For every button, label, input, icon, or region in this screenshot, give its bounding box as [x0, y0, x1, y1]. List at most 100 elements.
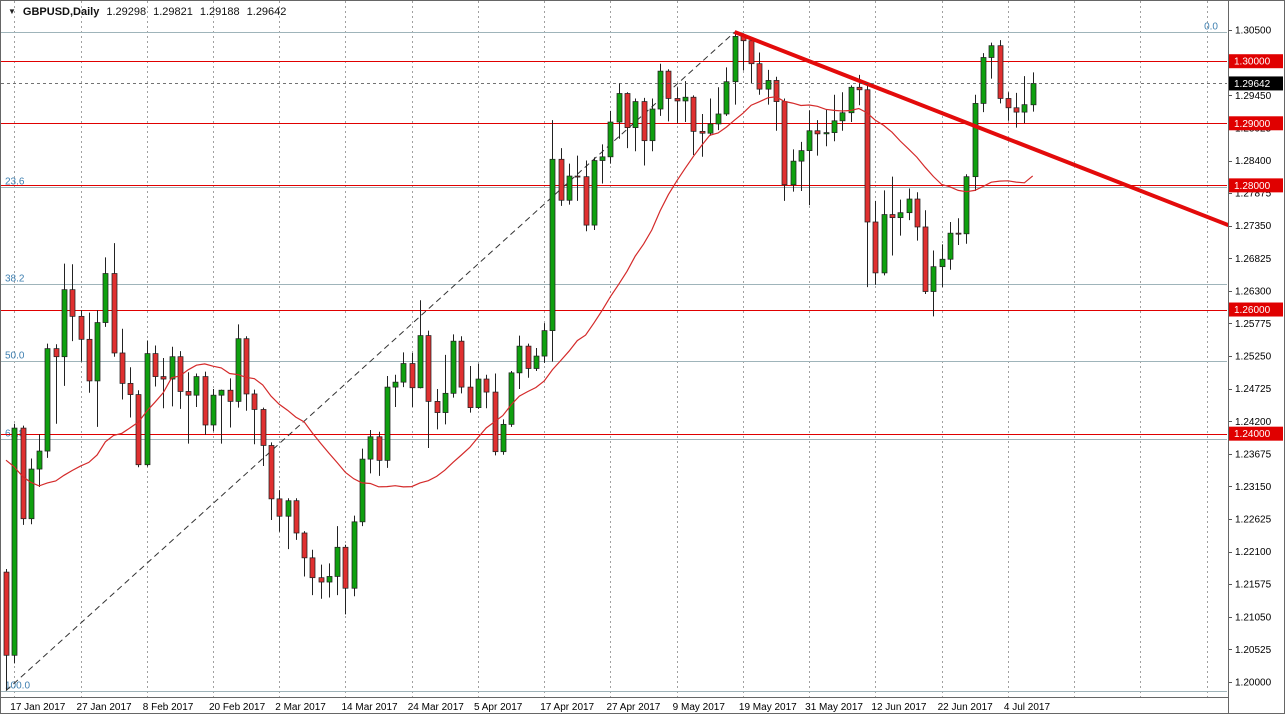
candle-bear	[674, 98, 681, 102]
price-tick-label: 1.30500	[1235, 26, 1272, 37]
price-tick-label: 1.27350	[1235, 221, 1272, 232]
candle-bull	[682, 96, 689, 102]
symbol-timeframe-label: GBPUSD,Daily	[22, 6, 100, 18]
candle-bull	[450, 340, 457, 394]
candle-bear	[773, 80, 780, 102]
candle-bear	[583, 176, 590, 226]
price-tick-label: 1.24725	[1235, 384, 1272, 395]
time-axis-panel[interactable]	[1, 698, 1228, 713]
candle-bull	[798, 150, 805, 162]
candle-bear	[467, 386, 474, 408]
candle-bull	[359, 458, 366, 523]
candle-bull	[94, 322, 101, 382]
candle-bull	[36, 450, 43, 470]
candle-bear	[458, 340, 465, 388]
candle-bull	[732, 36, 739, 83]
candle-bull	[11, 427, 18, 656]
candle-bear	[781, 101, 788, 186]
candle-bear	[260, 409, 267, 446]
candle-bear	[492, 391, 499, 453]
date-label: 24 Mar 2017	[408, 702, 465, 713]
current-price-badge-label: 1.29642	[1234, 79, 1271, 90]
candle-bull	[28, 468, 35, 520]
date-label: 31 May 2017	[805, 702, 863, 713]
candle-bear	[864, 89, 871, 223]
date-label: 22 Jun 2017	[938, 702, 993, 713]
fib-label-0.0: 0.0	[1204, 22, 1218, 33]
candle-bear	[997, 45, 1004, 99]
candle-bull	[102, 273, 109, 323]
price-tick-label: 1.29450	[1235, 91, 1272, 102]
candle-bull	[367, 436, 374, 460]
candle-bear	[301, 532, 308, 559]
candle-bear	[86, 338, 93, 382]
candle-bull	[831, 120, 838, 133]
candle-bull	[988, 45, 995, 58]
candle-bull	[607, 121, 614, 158]
ohlc-open-value: 1.29298	[106, 6, 147, 18]
candles-layer	[3, 32, 1037, 691]
uptrend-dashed-line[interactable]	[5, 31, 735, 692]
candle-bull	[334, 546, 341, 577]
candle-bull	[1021, 104, 1028, 113]
candle-bear	[1013, 107, 1020, 113]
candle-bull	[616, 93, 623, 123]
candle-bull	[897, 212, 904, 219]
downtrend-trendline[interactable]	[733, 30, 1232, 228]
date-label: 14 Mar 2017	[341, 702, 398, 713]
candle-bull	[707, 123, 714, 134]
candle-bear	[699, 130, 706, 134]
candle-bear	[268, 445, 275, 500]
candle-bear	[574, 175, 581, 178]
candle-bear	[111, 273, 118, 354]
price-tick-label: 1.20000	[1235, 677, 1272, 688]
date-label: 20 Feb 2017	[209, 702, 266, 713]
candle-bear	[914, 198, 921, 228]
candle-bull	[848, 86, 855, 114]
date-label: 17 Jan 2017	[10, 702, 65, 713]
candle-bull	[657, 70, 664, 110]
candle-bull	[549, 158, 556, 332]
candle-bear	[376, 436, 383, 461]
candle-bear	[525, 345, 532, 369]
price-tick-label: 1.24200	[1235, 417, 1272, 428]
candle-bear	[483, 378, 490, 393]
price-tick-label: 1.28400	[1235, 156, 1272, 167]
candle-bull	[500, 423, 507, 453]
candle-bear	[872, 221, 879, 274]
candle-bull	[400, 363, 407, 383]
candle-bull	[61, 289, 68, 358]
candle-bear	[53, 348, 60, 358]
fib-label-38.2: 38.2	[5, 274, 25, 285]
candle-bull	[417, 335, 424, 389]
date-label: 12 Jun 2017	[871, 702, 926, 713]
price-tick-label: 1.23675	[1235, 449, 1272, 460]
price-level-badge	[1229, 426, 1283, 441]
price-level-badge-label: 1.29000	[1234, 119, 1271, 130]
candle-bull	[765, 80, 772, 90]
candle-bear	[127, 383, 134, 395]
candle-bear	[558, 158, 565, 201]
date-label: 4 Jul 2017	[1004, 702, 1051, 713]
candle-bull	[193, 376, 200, 396]
date-label: 8 Feb 2017	[143, 702, 194, 713]
candle-bear	[309, 557, 316, 579]
candle-bull	[806, 130, 813, 151]
candle-bear	[152, 353, 159, 377]
candle-bear	[690, 96, 697, 132]
price-level-badge-label: 1.30000	[1234, 57, 1271, 68]
candle-bull	[649, 108, 656, 142]
candle-bull	[392, 381, 399, 388]
candle-bear	[119, 352, 126, 384]
price-level-badge-label: 1.28000	[1234, 181, 1271, 192]
date-label: 17 Apr 2017	[540, 702, 594, 713]
candle-bull	[1030, 83, 1037, 106]
candle-bear	[624, 93, 631, 129]
candle-bear	[78, 315, 85, 340]
candle-bear	[293, 500, 300, 534]
price-tick-label: 1.22100	[1235, 547, 1272, 558]
date-label: 19 May 2017	[739, 702, 797, 713]
candle-bull	[566, 175, 573, 201]
